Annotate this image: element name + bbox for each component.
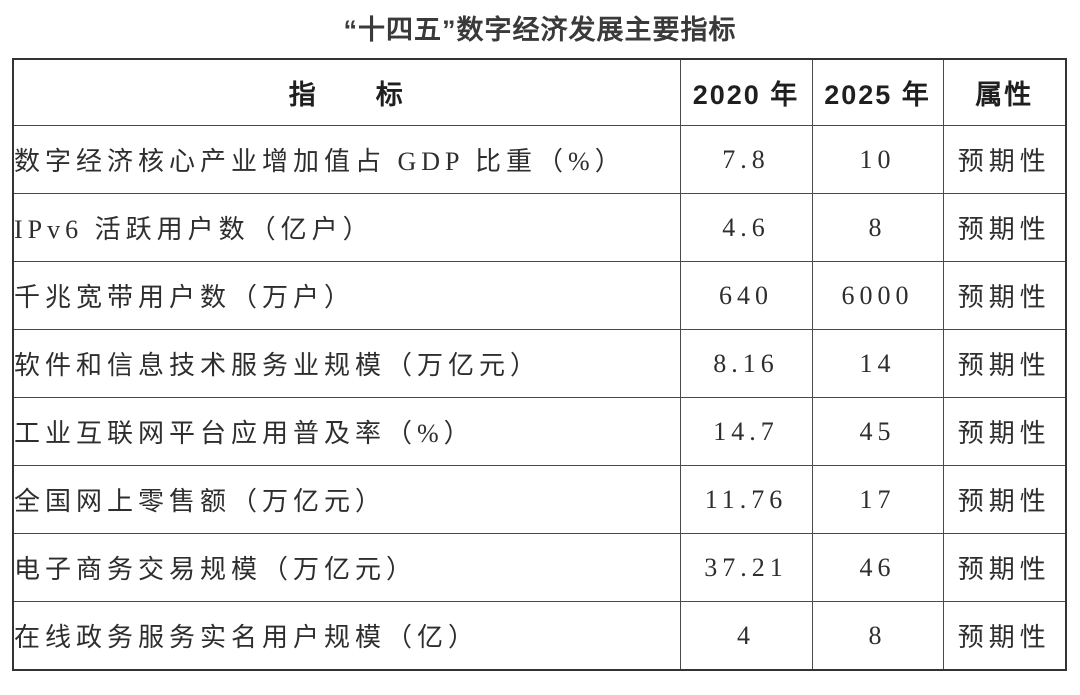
header-attribute: 属性 — [942, 58, 1067, 126]
table-row: 数字经济核心产业增加值占 GDP 比重（%） 7.8 10 预期性 — [12, 125, 1067, 194]
table-header: 指 标 2020 年 2025 年 属性 — [12, 58, 1067, 126]
table-row: 全国网上零售额（万亿元） 11.76 17 预期性 — [12, 465, 1067, 534]
table-row: 在线政务服务实名用户规模（亿） 4 8 预期性 — [12, 601, 1067, 671]
cell-attribute: 预期性 — [942, 193, 1067, 262]
cell-2025: 14 — [811, 329, 944, 398]
cell-2025: 6000 — [811, 261, 944, 330]
cell-2025: 45 — [811, 397, 944, 466]
table-row: 千兆宽带用户数（万户） 640 6000 预期性 — [12, 261, 1067, 330]
cell-attribute: 预期性 — [942, 465, 1067, 534]
cell-indicator: IPv6 活跃用户数（亿户） — [12, 193, 681, 262]
cell-indicator: 全国网上零售额（万亿元） — [12, 465, 681, 534]
cell-attribute: 预期性 — [942, 397, 1067, 466]
cell-attribute: 预期性 — [942, 533, 1067, 602]
cell-2020: 4.6 — [679, 193, 813, 262]
cell-2020: 37.21 — [679, 533, 813, 602]
cell-2020: 640 — [679, 261, 813, 330]
cell-2025: 46 — [811, 533, 944, 602]
header-row: 指 标 2020 年 2025 年 属性 — [12, 58, 1067, 126]
table-row: IPv6 活跃用户数（亿户） 4.6 8 预期性 — [12, 193, 1067, 262]
cell-2025: 8 — [811, 193, 944, 262]
cell-attribute: 预期性 — [942, 125, 1067, 194]
cell-attribute: 预期性 — [942, 601, 1067, 671]
table-row: 软件和信息技术服务业规模（万亿元） 8.16 14 预期性 — [12, 329, 1067, 398]
header-indicator: 指 标 — [12, 58, 681, 126]
table-row: 工业互联网平台应用普及率（%） 14.7 45 预期性 — [12, 397, 1067, 466]
cell-2020: 8.16 — [679, 329, 813, 398]
cell-attribute: 预期性 — [942, 329, 1067, 398]
table-body: 数字经济核心产业增加值占 GDP 比重（%） 7.8 10 预期性 IPv6 活… — [12, 125, 1067, 671]
header-2020: 2020 年 — [679, 58, 813, 126]
cell-indicator: 千兆宽带用户数（万户） — [12, 261, 681, 330]
cell-2025: 10 — [811, 125, 944, 194]
cell-2020: 14.7 — [679, 397, 813, 466]
cell-attribute: 预期性 — [942, 261, 1067, 330]
cell-2025: 8 — [811, 601, 944, 671]
cell-indicator: 电子商务交易规模（万亿元） — [12, 533, 681, 602]
cell-2020: 4 — [679, 601, 813, 671]
table-row: 电子商务交易规模（万亿元） 37.21 46 预期性 — [12, 533, 1067, 602]
cell-2020: 11.76 — [679, 465, 813, 534]
indicator-table: 指 标 2020 年 2025 年 属性 数字经济核心产业增加值占 GDP 比重… — [12, 58, 1067, 671]
page-title: “十四五”数字经济发展主要指标 — [343, 15, 737, 45]
cell-2025: 17 — [811, 465, 944, 534]
cell-indicator: 软件和信息技术服务业规模（万亿元） — [12, 329, 681, 398]
cell-indicator: 在线政务服务实名用户规模（亿） — [12, 601, 681, 671]
cell-indicator: 工业互联网平台应用普及率（%） — [12, 397, 681, 466]
cell-2020: 7.8 — [679, 125, 813, 194]
header-2025: 2025 年 — [811, 58, 944, 126]
cell-indicator: 数字经济核心产业增加值占 GDP 比重（%） — [12, 125, 681, 194]
